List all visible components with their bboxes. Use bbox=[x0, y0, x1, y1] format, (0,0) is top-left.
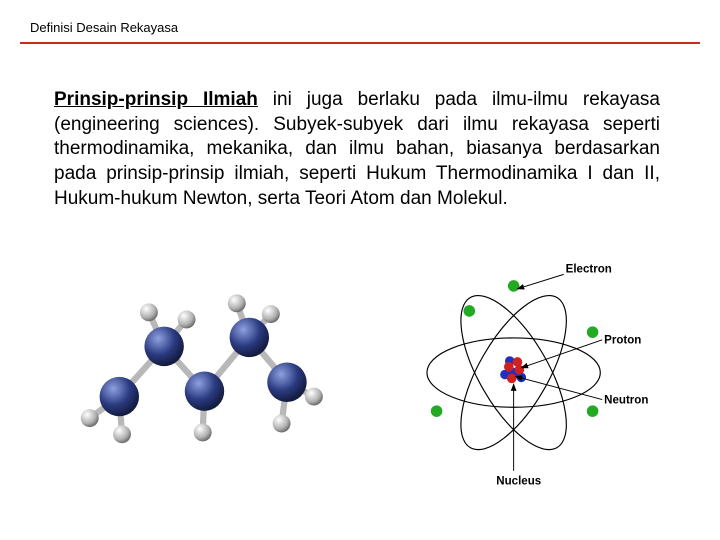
molecule-diagram bbox=[70, 277, 330, 457]
figures-row: Electron Proton Neutron Nucleus bbox=[0, 255, 720, 515]
atom-electrons bbox=[431, 280, 599, 417]
slide: Definisi Desain Rekayasa Prinsip-prinsip… bbox=[0, 0, 720, 540]
svg-text:Electron: Electron bbox=[566, 263, 612, 275]
atom-diagram: Electron Proton Neutron Nucleus bbox=[400, 255, 660, 495]
body-lead: Prinsip-prinsip Ilmiah bbox=[54, 89, 258, 110]
svg-text:Neutron: Neutron bbox=[604, 394, 648, 406]
body-paragraph: Prinsip-prinsip Ilmiah ini juga berlaku … bbox=[54, 88, 660, 211]
atom-nucleus bbox=[500, 356, 526, 383]
svg-text:Proton: Proton bbox=[604, 335, 641, 347]
molecule-big-atoms bbox=[100, 318, 307, 417]
header-rule bbox=[20, 42, 700, 44]
header-title: Definisi Desain Rekayasa bbox=[30, 20, 178, 35]
svg-text:Nucleus: Nucleus bbox=[496, 475, 541, 487]
